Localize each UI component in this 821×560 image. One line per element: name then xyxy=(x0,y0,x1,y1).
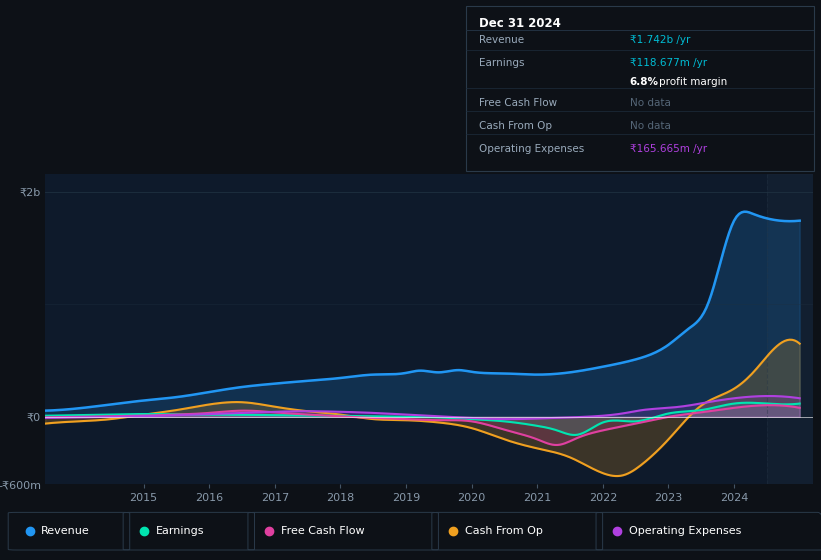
Text: profit margin: profit margin xyxy=(659,77,727,87)
Text: Free Cash Flow: Free Cash Flow xyxy=(281,526,365,535)
Text: ₹118.677m /yr: ₹118.677m /yr xyxy=(630,58,707,68)
Text: No data: No data xyxy=(630,122,671,131)
Bar xyxy=(767,174,813,484)
Text: 6.8%: 6.8% xyxy=(630,77,658,87)
Text: Revenue: Revenue xyxy=(479,35,525,45)
Text: Revenue: Revenue xyxy=(41,526,89,535)
Text: ₹1.742b /yr: ₹1.742b /yr xyxy=(630,35,690,45)
Text: Dec 31 2024: Dec 31 2024 xyxy=(479,17,562,30)
Text: ₹165.665m /yr: ₹165.665m /yr xyxy=(630,144,707,155)
Text: Cash From Op: Cash From Op xyxy=(465,526,543,535)
Text: Cash From Op: Cash From Op xyxy=(479,122,553,131)
Text: Free Cash Flow: Free Cash Flow xyxy=(479,98,557,108)
Text: Earnings: Earnings xyxy=(156,526,204,535)
Text: No data: No data xyxy=(630,98,671,108)
Text: Earnings: Earnings xyxy=(479,58,525,68)
Text: Operating Expenses: Operating Expenses xyxy=(479,144,585,155)
Text: Operating Expenses: Operating Expenses xyxy=(629,526,741,535)
